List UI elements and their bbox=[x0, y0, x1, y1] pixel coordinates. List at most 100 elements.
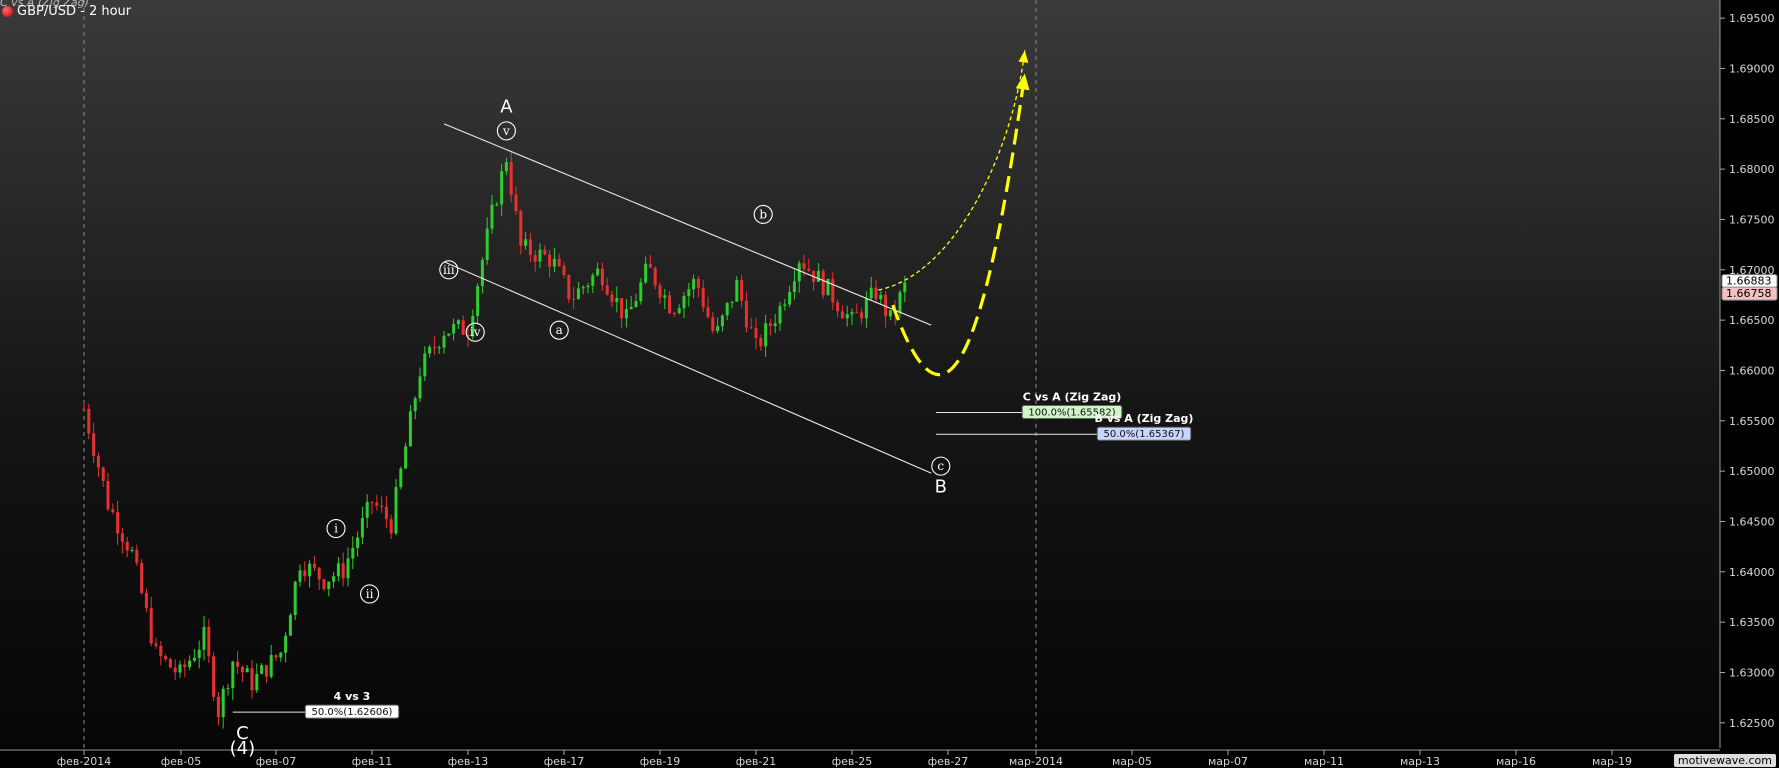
wave-label-v: v bbox=[502, 124, 510, 138]
candle-body bbox=[869, 287, 873, 299]
candle-body bbox=[490, 204, 494, 229]
x-tick-label: фев-27 bbox=[928, 755, 969, 768]
x-tick-label: мар-05 bbox=[1112, 755, 1152, 768]
candle-body bbox=[836, 302, 840, 312]
candle-body bbox=[437, 347, 441, 349]
candle-body bbox=[159, 645, 163, 657]
candle-body bbox=[308, 563, 312, 577]
candle-body bbox=[687, 289, 691, 296]
candle-body bbox=[404, 446, 408, 469]
candle-body bbox=[116, 512, 120, 534]
candle-body bbox=[365, 501, 369, 518]
candle-body bbox=[312, 563, 316, 568]
candle-body bbox=[538, 249, 542, 262]
candle-body bbox=[850, 312, 854, 315]
candle-body bbox=[802, 263, 806, 269]
candle-body bbox=[668, 295, 672, 314]
retracement-title: C vs A (Zig Zag) bbox=[1023, 391, 1122, 404]
x-tick-label: фев-25 bbox=[832, 755, 873, 768]
candle-body bbox=[706, 307, 710, 318]
candle-body bbox=[840, 311, 844, 319]
candle-body bbox=[240, 666, 244, 673]
candle-body bbox=[164, 656, 168, 660]
candle-body bbox=[144, 592, 148, 609]
candle-body bbox=[351, 547, 355, 559]
symbol-title: GBP/USD - 2 hour bbox=[17, 3, 132, 19]
y-tick-label: 1.63000 bbox=[1729, 666, 1775, 679]
x-tick-label: мар-13 bbox=[1400, 755, 1440, 768]
candle-body bbox=[620, 298, 624, 319]
y-tick-label: 1.64000 bbox=[1729, 566, 1775, 579]
candle-body bbox=[903, 282, 907, 293]
candle-body bbox=[370, 501, 374, 503]
retracement-tag-box bbox=[1096, 426, 1192, 441]
candle-body bbox=[140, 563, 144, 593]
candle-body bbox=[855, 312, 859, 314]
y-tick-label: 1.65500 bbox=[1729, 415, 1775, 428]
candle-body bbox=[303, 570, 307, 577]
candle-body bbox=[644, 263, 648, 283]
candle-body bbox=[188, 660, 192, 668]
channel-upper-line bbox=[443, 123, 932, 326]
candle-body bbox=[610, 294, 614, 302]
candle-body bbox=[260, 665, 264, 674]
retracement-tag-label: 100.0%(1.65582) bbox=[1028, 408, 1115, 419]
candle-body bbox=[226, 688, 230, 690]
candle-body bbox=[792, 281, 796, 292]
candle-body bbox=[860, 312, 864, 319]
y-tick-label: 1.65000 bbox=[1729, 465, 1775, 478]
candle-body bbox=[480, 260, 484, 287]
candle-body bbox=[341, 563, 345, 579]
plot-background bbox=[0, 0, 1720, 748]
candle-body bbox=[648, 263, 652, 268]
y-tick-label: 1.64500 bbox=[1729, 515, 1775, 528]
wave-label-i: i bbox=[334, 522, 338, 536]
candle-body bbox=[524, 239, 528, 246]
x-tick-label: фев-17 bbox=[544, 755, 585, 768]
y-tick-label: 1.62500 bbox=[1729, 717, 1775, 730]
wave-label-b: b bbox=[759, 207, 767, 221]
candle-body bbox=[500, 171, 504, 205]
candle-body bbox=[725, 302, 729, 316]
candle-body bbox=[543, 249, 547, 255]
candle-body bbox=[884, 294, 888, 317]
candle-body bbox=[130, 549, 134, 551]
candle-body bbox=[202, 626, 206, 650]
x-tick-label: фев-2014 bbox=[57, 755, 112, 768]
candle-body bbox=[106, 480, 110, 510]
candle-body bbox=[245, 668, 249, 673]
candle-body bbox=[749, 327, 753, 329]
x-tick-label: мар-19 bbox=[1592, 755, 1632, 768]
candle-body bbox=[375, 502, 379, 506]
candle-body bbox=[168, 659, 172, 668]
candle-body bbox=[288, 615, 292, 636]
candle-body bbox=[207, 626, 211, 657]
candle-body bbox=[533, 255, 537, 262]
retracement-tag-box bbox=[304, 704, 400, 719]
candle-body bbox=[183, 664, 187, 668]
wave-label-C: C bbox=[236, 723, 249, 744]
candle-body bbox=[476, 286, 480, 316]
x-tick-label: мар-16 bbox=[1496, 755, 1536, 768]
candle-body bbox=[768, 323, 772, 327]
candle-body bbox=[720, 315, 724, 327]
wave-label-circle bbox=[465, 322, 485, 342]
candle-body bbox=[716, 326, 720, 332]
candle-body bbox=[413, 398, 417, 412]
candle-body bbox=[231, 661, 235, 689]
candle-body bbox=[471, 315, 475, 337]
candle-body bbox=[845, 314, 849, 319]
candle-body bbox=[221, 688, 225, 718]
projection-thin-curve bbox=[878, 50, 1026, 291]
candle-body bbox=[888, 310, 892, 317]
wave-label-(4): (4) bbox=[230, 738, 256, 759]
candle-body bbox=[250, 668, 254, 691]
candle-body bbox=[874, 287, 878, 300]
candle-body bbox=[730, 301, 734, 303]
candle-body bbox=[764, 323, 768, 347]
candle-body bbox=[572, 298, 576, 300]
price-tag-box bbox=[1721, 286, 1778, 301]
wave-label-circle bbox=[549, 320, 569, 340]
candle-body bbox=[639, 282, 643, 302]
candle-body bbox=[111, 509, 115, 513]
